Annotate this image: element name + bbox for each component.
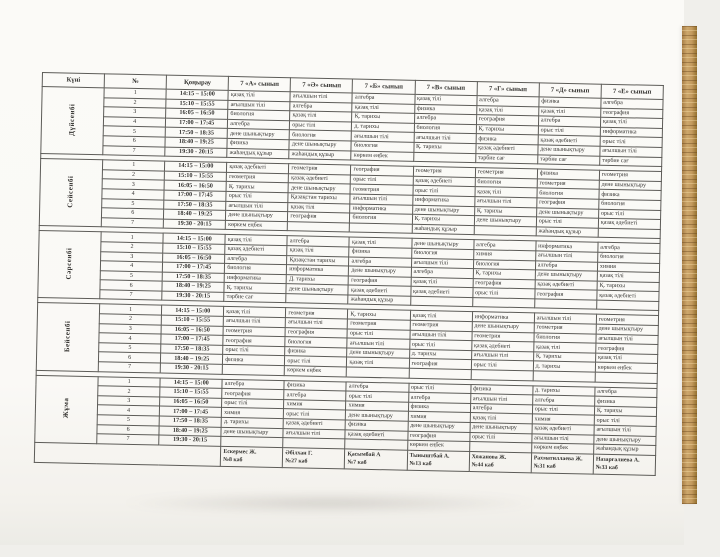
day-name-cell: Сейсенбі	[39, 158, 103, 228]
number-column-header: №	[104, 73, 167, 90]
class-header: 7 «А» сынып	[228, 76, 291, 92]
day-name-cell: Сәрсенбі	[37, 230, 102, 300]
teacher-cell: Хожанова Ж. №44 каб	[468, 451, 532, 473]
day-name-label: Сәрсенбі	[64, 247, 74, 281]
teacher-cell: Әбілхан Г. №27 каб	[282, 447, 346, 469]
teacher-room: №31 каб	[533, 463, 556, 471]
teachers-row-empty-cell	[34, 442, 221, 467]
teacher-room: №8 каб	[223, 457, 243, 464]
day-name-label: Сейсенбі	[66, 175, 75, 208]
teacher-cell: Қасымбай А №7 каб	[344, 448, 408, 471]
teacher-room: №27 каб	[285, 458, 308, 465]
teacher-cell: Тыныштбай А. №13 каб	[406, 450, 470, 472]
teacher-room: №33 каб	[595, 464, 618, 472]
day-column-header: Күні	[42, 72, 105, 88]
teacher-room: №13 каб	[409, 461, 432, 468]
timetable-tilt-wrapper: Күні № Қоңырау 7 «А» сынып 7 «Ә» сынып 7 «Б» …	[34, 72, 664, 476]
day-name-cell: Бейсенбі	[36, 302, 100, 372]
photo-shadow	[30, 488, 630, 518]
day-name-label: Жұма	[61, 397, 71, 419]
class-header: 7 «Д» сынып	[538, 82, 602, 99]
class-header: 7 «В» сынып	[414, 80, 478, 96]
timetable: Күні № Қоңырау 7 «А» сынып 7 «Ә» сынып 7 «Б» …	[34, 72, 664, 476]
class-header: 7 «Е» сынып	[600, 84, 664, 100]
teacher-room: №7 каб	[347, 459, 367, 467]
day-name-cell: Жұма	[34, 375, 99, 444]
paper-sheet	[0, 0, 684, 545]
teacher-cell: Ескермес Ж. №8 каб	[220, 446, 284, 468]
day-name-cell: Дүйсенбі	[40, 86, 105, 155]
class-header: 7 «Г» сынып	[476, 81, 540, 97]
day-name-label: Бейсенбі	[63, 320, 72, 352]
teacher-room: №44 каб	[471, 462, 494, 469]
class-header: 7 «Ә» сынып	[290, 77, 353, 94]
bell-column-header: Қоңырау	[166, 75, 229, 91]
wood-edge-strip	[682, 26, 697, 504]
day-name-label: Дүйсенбі	[67, 103, 77, 136]
teacher-cell: Назарғалиева А. №33 каб	[593, 453, 656, 476]
teacher-cell: Рахматиллаева Ж. №31 каб	[530, 452, 594, 474]
class-header: 7 «Б» сынып	[352, 79, 415, 95]
